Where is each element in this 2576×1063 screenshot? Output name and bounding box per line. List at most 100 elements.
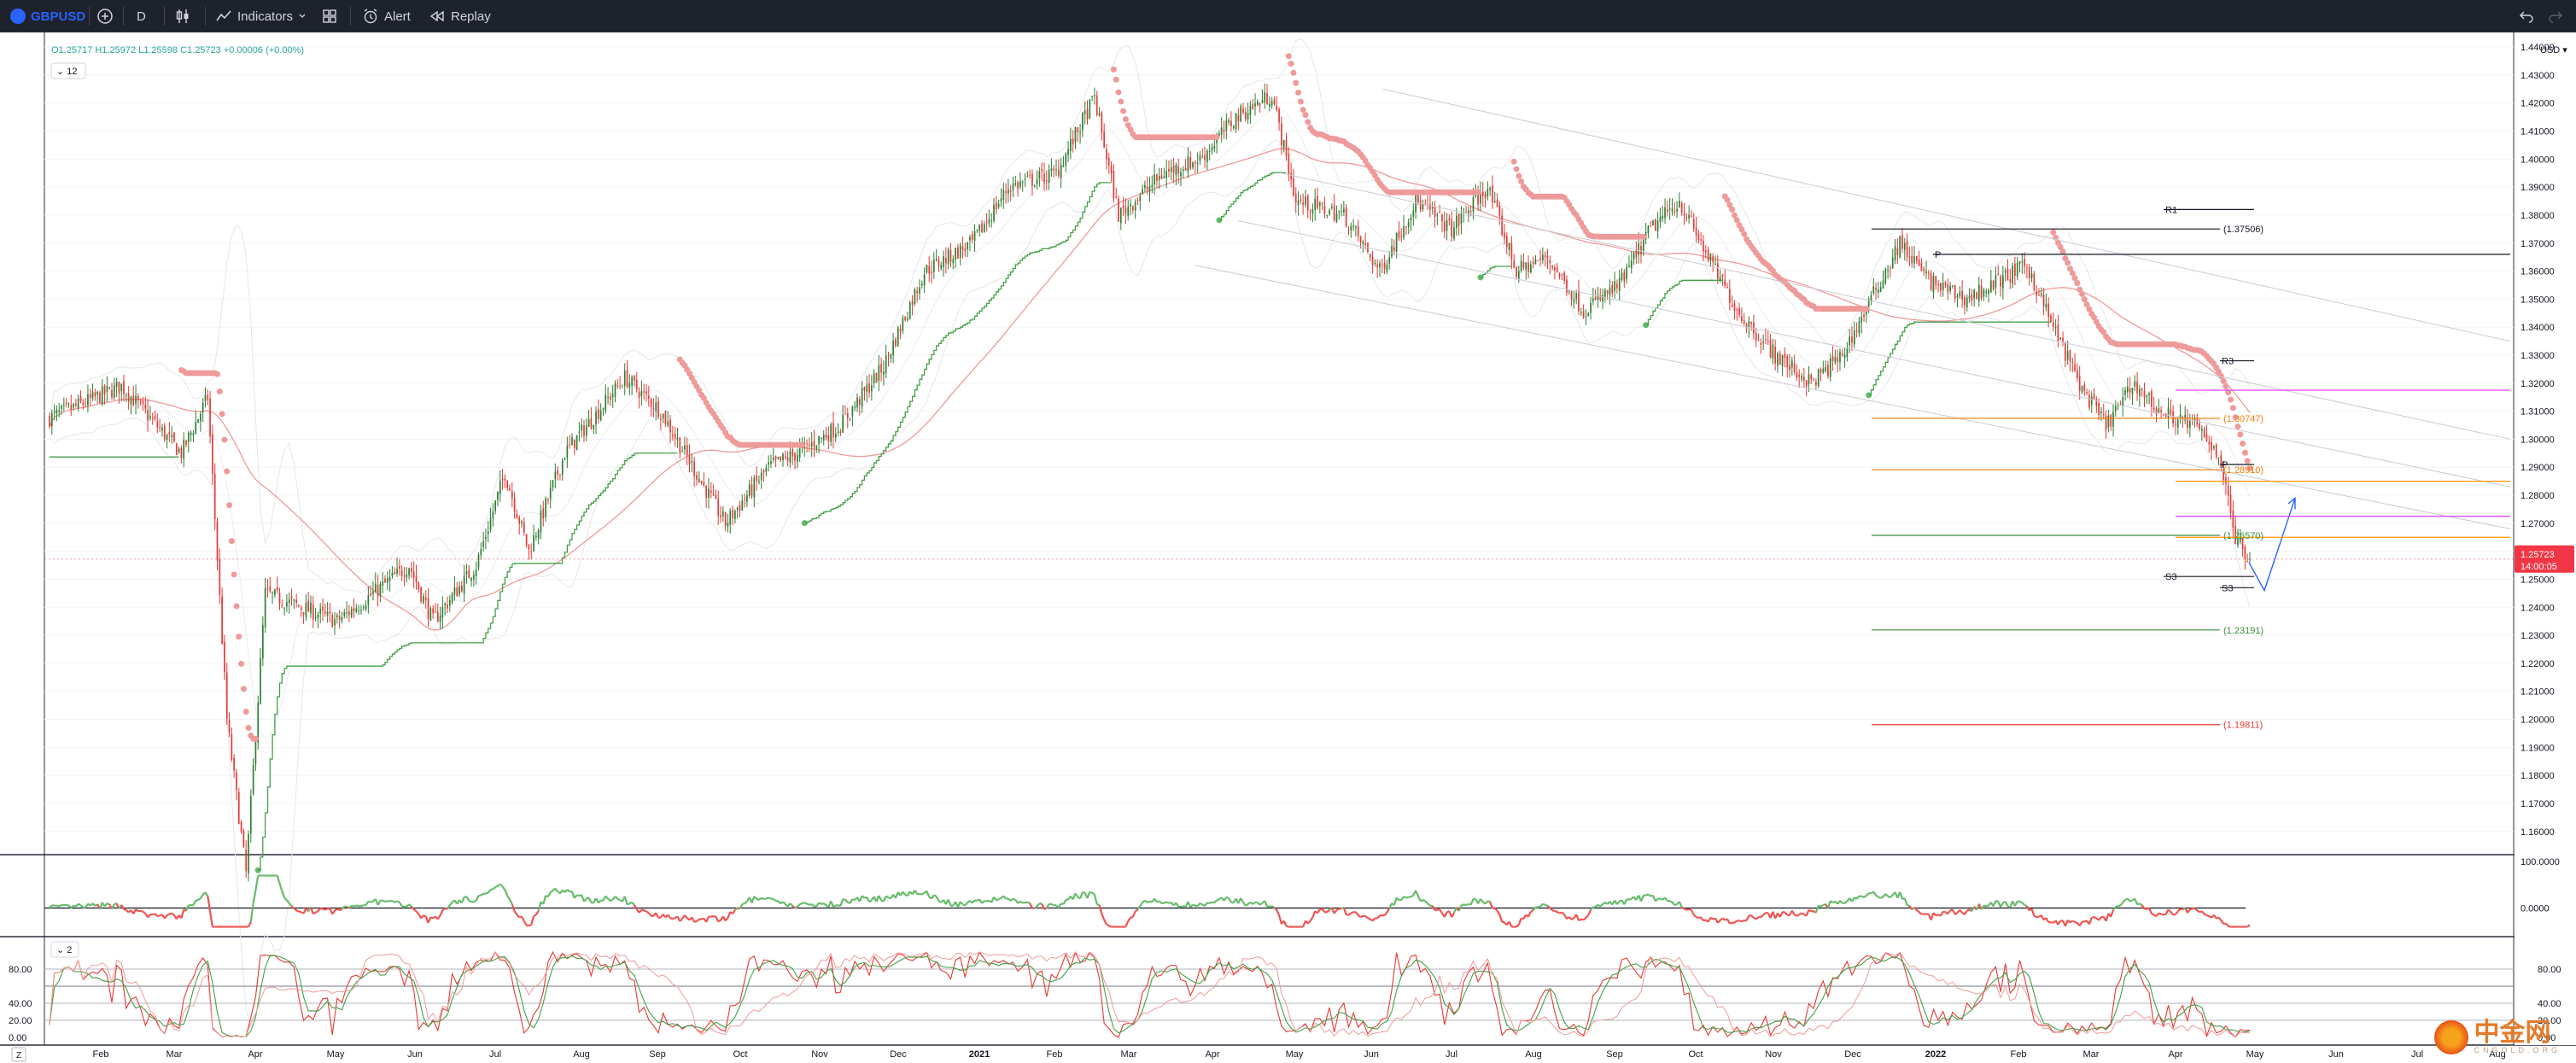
momentum-segment (1516, 924, 1520, 928)
momentum-segment (508, 898, 513, 905)
momentum-segment (1093, 894, 1098, 905)
replay-button[interactable]: Replay (429, 0, 491, 32)
candle-body (1278, 109, 1280, 123)
candle-body (489, 517, 492, 531)
candle-body (2078, 376, 2081, 391)
candle-body (797, 455, 798, 463)
candle-body (219, 559, 221, 595)
momentum-segment (655, 912, 660, 919)
momentum-segment (439, 909, 444, 916)
momentum-segment (1364, 915, 1369, 920)
momentum-segment (1517, 918, 1522, 926)
momentum-segment (1086, 891, 1091, 899)
momentum-segment (931, 894, 935, 899)
candle-body (1554, 267, 1556, 271)
chart-area[interactable]: R1(1.37506)PR3(1.30747)P(1.28910)(1.2657… (0, 32, 2576, 1063)
supertrend-line (1480, 266, 1512, 278)
candle-body (1026, 175, 1029, 177)
momentum-segment (159, 914, 163, 917)
candle-body (298, 605, 300, 607)
candle-body (688, 454, 691, 465)
candle-body (470, 577, 472, 581)
last-price-badge (2515, 545, 2574, 573)
momentum-segment (492, 886, 496, 891)
compare-button[interactable] (96, 0, 114, 32)
currency-label[interactable]: USD ▾ (2540, 45, 2567, 55)
momentum-segment (1684, 908, 1687, 911)
candle-body (1000, 198, 1002, 202)
momentum-segment (607, 897, 611, 902)
momentum-segment (705, 916, 710, 923)
redo-button[interactable] (2548, 0, 2563, 32)
candle-body (1252, 103, 1254, 109)
candle-body (2170, 409, 2172, 414)
candle-body (1355, 226, 1357, 228)
momentum-segment (351, 904, 354, 908)
momentum-segment (1599, 903, 1603, 908)
undo-button[interactable] (2519, 0, 2534, 32)
momentum-segment (327, 907, 330, 910)
candle-body (2232, 510, 2234, 528)
pivot-label: S3 (2222, 583, 2233, 593)
candle-body (1106, 149, 1107, 160)
candle-body (1017, 182, 1019, 189)
candle-body (1098, 113, 1101, 116)
supertrend-flip-dot (2240, 441, 2246, 447)
momentum-segment (847, 901, 851, 904)
candle-body (717, 499, 720, 516)
candle-body (789, 451, 791, 463)
momentum-segment (1566, 916, 1570, 920)
candle-body (607, 397, 609, 399)
candle-body (933, 260, 935, 272)
price-tick-label: 1.22000 (2521, 659, 2555, 669)
pane3-collapse-button[interactable] (50, 941, 79, 958)
candle-body (1755, 333, 1757, 342)
candle-body (388, 576, 391, 581)
toolbar-divider (205, 7, 206, 26)
momentum-segment (1716, 920, 1721, 924)
momentum-segment (1907, 903, 1910, 908)
momentum-segment (396, 900, 400, 903)
candle-body (844, 413, 846, 415)
candle-body (2065, 342, 2066, 361)
momentum-segment (154, 913, 159, 917)
candle-body (1041, 168, 1043, 172)
candle-body (130, 396, 132, 405)
candle-body (758, 481, 760, 482)
candle-body (1077, 127, 1079, 132)
candle-body (1383, 262, 1386, 269)
indicators-button[interactable]: Indicators (215, 0, 307, 32)
supertrend-flip-dot (1643, 322, 1650, 329)
candle-body (1089, 99, 1091, 119)
candle-body (1894, 246, 1896, 260)
supertrend-flip-dot (2078, 290, 2085, 297)
candle-body (504, 478, 506, 481)
candle-body (547, 499, 549, 500)
candle-body (1323, 206, 1326, 214)
indicators-collapse-button[interactable] (50, 62, 86, 79)
chart-type-button[interactable] (174, 0, 191, 32)
momentum-segment (384, 900, 388, 903)
timezone-button[interactable] (11, 1047, 26, 1062)
candle-body (971, 234, 973, 240)
time-tick-label: Oct (1688, 1049, 1703, 1060)
alert-button[interactable]: Alert (362, 0, 411, 32)
candle-body (631, 377, 633, 386)
momentum-segment (1647, 893, 1651, 897)
momentum-segment (1098, 904, 1103, 914)
momentum-segment (882, 896, 887, 902)
candle-body (212, 434, 213, 475)
candle-body (949, 250, 952, 262)
time-tick-label: Mar (2083, 1049, 2100, 1060)
candle-body (1915, 255, 1918, 261)
momentum-segment (1335, 908, 1340, 911)
symbol-search[interactable]: GBPUSD (10, 0, 85, 32)
momentum-segment (1264, 900, 1269, 908)
interval-button[interactable]: D (137, 0, 146, 32)
templates-button[interactable] (321, 0, 338, 32)
candle-body (521, 521, 523, 523)
supertrend-line (1218, 172, 1287, 221)
candle-body (993, 204, 995, 221)
candle-body (266, 588, 269, 590)
candle-body (175, 443, 178, 455)
